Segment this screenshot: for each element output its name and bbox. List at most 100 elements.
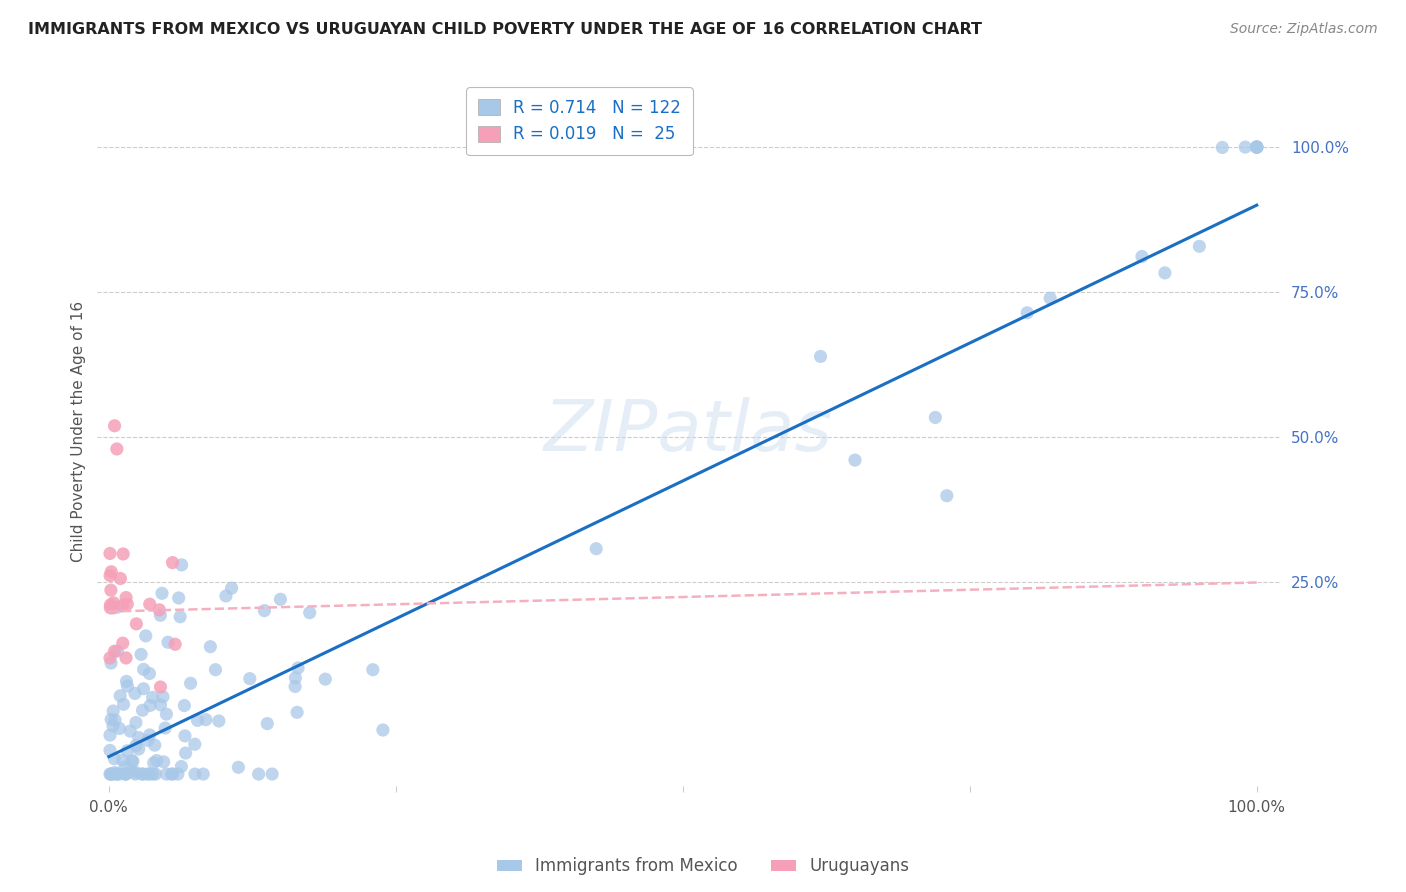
Point [585, 541, 607, 556]
Point [124, 767, 146, 781]
Text: ZIPatlas: ZIPatlas [544, 397, 832, 466]
Point [149, 680, 172, 694]
Point [165, 637, 187, 651]
Point [103, 644, 125, 658]
Point [101, 719, 124, 733]
Point [110, 689, 132, 703]
Point [174, 729, 197, 743]
Point [125, 739, 148, 753]
Point [262, 767, 284, 781]
Point [156, 635, 179, 649]
Point [284, 680, 307, 694]
Point [115, 674, 138, 689]
Point [115, 651, 138, 665]
Point [121, 764, 143, 778]
Point [103, 704, 125, 718]
Point [204, 663, 226, 677]
Point [153, 721, 176, 735]
Point [132, 681, 155, 696]
Point [166, 767, 188, 781]
Point [1234, 140, 1257, 154]
Point [221, 581, 243, 595]
Point [100, 565, 122, 579]
Point [142, 690, 165, 705]
Point [121, 755, 143, 769]
Point [145, 767, 167, 781]
Point [98, 743, 121, 757]
Point [101, 767, 124, 781]
Point [1039, 291, 1062, 305]
Point [138, 666, 160, 681]
Point [170, 558, 193, 572]
Point [112, 547, 135, 561]
Point [100, 656, 122, 670]
Point [287, 661, 309, 675]
Point [1246, 140, 1268, 154]
Point [269, 592, 291, 607]
Point [128, 742, 150, 756]
Point [108, 767, 131, 781]
Point [104, 765, 127, 780]
Point [1246, 140, 1268, 154]
Point [121, 754, 143, 768]
Point [155, 707, 177, 722]
Point [194, 713, 217, 727]
Point [167, 591, 190, 605]
Point [162, 556, 184, 570]
Point [844, 453, 866, 467]
Point [103, 418, 125, 433]
Point [142, 756, 165, 770]
Point [100, 598, 122, 612]
Point [114, 767, 136, 781]
Point [125, 715, 148, 730]
Point [160, 767, 183, 781]
Point [924, 410, 946, 425]
Point [1246, 140, 1268, 154]
Point [1188, 239, 1211, 253]
Point [104, 713, 127, 727]
Point [1246, 140, 1268, 154]
Point [169, 609, 191, 624]
Point [1154, 266, 1177, 280]
Legend: Immigrants from Mexico, Uruguayans: Immigrants from Mexico, Uruguayans [491, 851, 915, 882]
Point [170, 759, 193, 773]
Point [136, 733, 159, 747]
Point [111, 753, 134, 767]
Point [131, 767, 153, 781]
Point [285, 706, 308, 720]
Point [155, 767, 177, 781]
Point [105, 767, 128, 781]
Point [139, 597, 162, 611]
Point [124, 686, 146, 700]
Point [129, 648, 152, 662]
Point [98, 767, 121, 781]
Point [98, 546, 121, 560]
Point [100, 583, 122, 598]
Point [128, 731, 150, 745]
Point [111, 636, 134, 650]
Point [253, 604, 276, 618]
Point [101, 601, 124, 615]
Point [98, 728, 121, 742]
Point [298, 606, 321, 620]
Point [256, 716, 278, 731]
Point [180, 676, 202, 690]
Point [131, 767, 153, 781]
Point [174, 746, 197, 760]
Point [105, 442, 128, 456]
Point [112, 698, 135, 712]
Point [139, 698, 162, 713]
Point [111, 599, 134, 613]
Point [1246, 140, 1268, 154]
Point [120, 724, 142, 739]
Point [98, 651, 121, 665]
Point [143, 738, 166, 752]
Point [138, 728, 160, 742]
Point [98, 600, 121, 615]
Point [228, 760, 250, 774]
Point [215, 589, 238, 603]
Point [284, 671, 307, 685]
Point [105, 767, 128, 781]
Point [142, 767, 165, 781]
Point [100, 712, 122, 726]
